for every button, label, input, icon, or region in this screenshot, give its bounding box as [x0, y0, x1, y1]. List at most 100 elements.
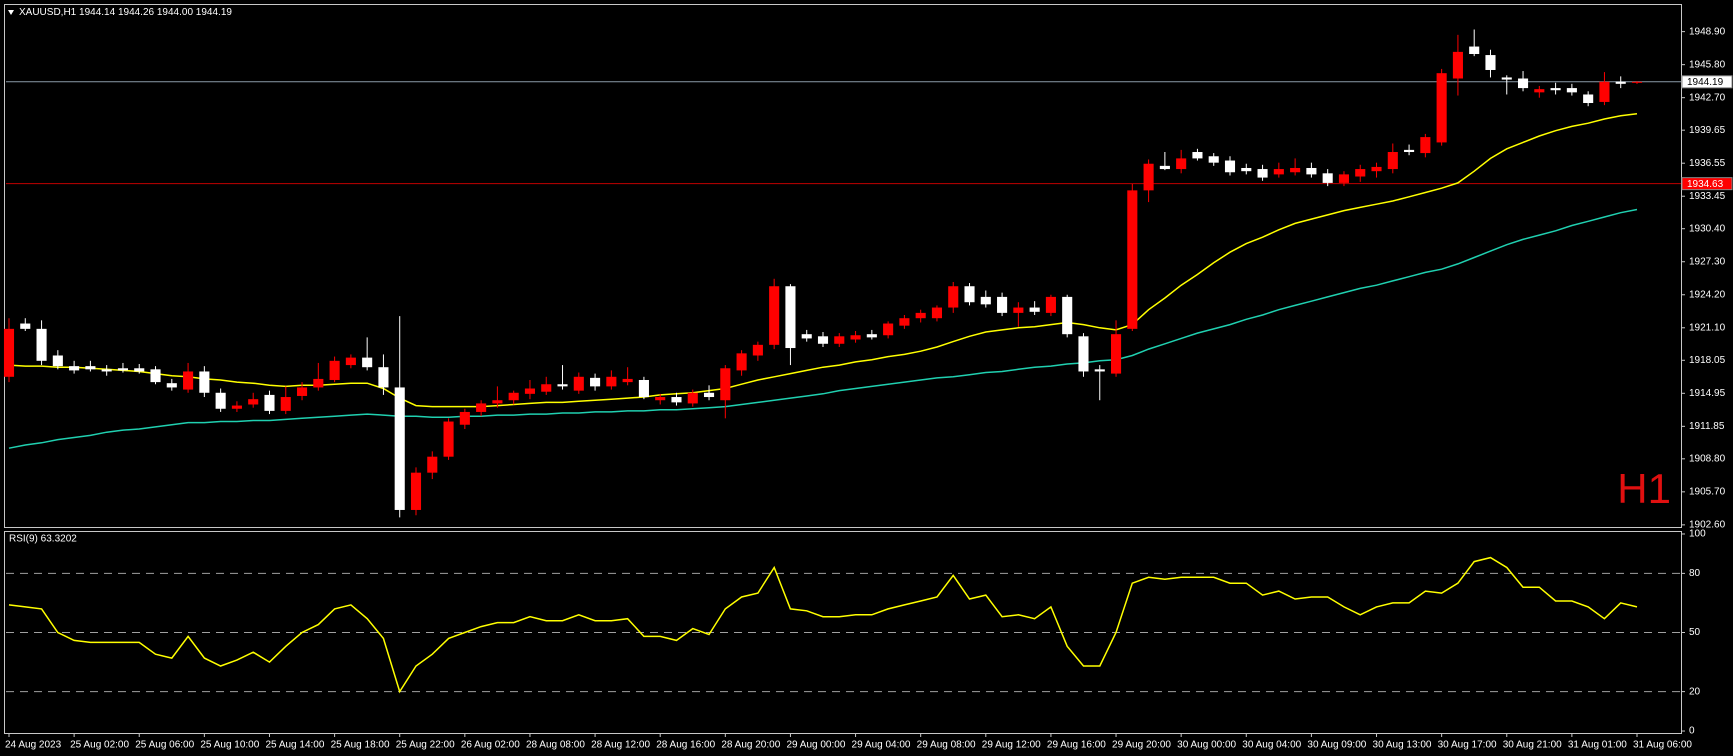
x-tick-label: 30 Aug 09:00: [1307, 740, 1366, 751]
candle-body: [1062, 296, 1073, 335]
y-tick-label: 1948.90: [1689, 26, 1726, 37]
candle-body: [296, 387, 308, 396]
moving-average: [8, 208, 1638, 449]
candle-body: [703, 392, 715, 398]
candle-body: [1224, 160, 1236, 173]
candle-body: [1176, 158, 1187, 170]
candle-body: [117, 368, 129, 371]
rsi-title: RSI(9) 63.3202: [9, 534, 77, 545]
menu-triangle[interactable]: [8, 10, 14, 15]
candle-body: [883, 323, 894, 336]
candle-body: [36, 328, 47, 361]
candle-body: [1485, 55, 1496, 70]
candle-body: [183, 371, 194, 390]
y-tick-label: 1905.70: [1689, 486, 1726, 497]
x-tick-label: 30 Aug 17:00: [1438, 740, 1497, 751]
candle-body: [1371, 166, 1382, 172]
candle-body: [769, 286, 780, 345]
candle-body: [508, 392, 519, 401]
candle-body: [573, 376, 584, 391]
candle-body: [248, 399, 259, 405]
price-panel-frame: [4, 4, 1682, 528]
y-tick-label: 1945.80: [1689, 59, 1726, 70]
candle-body: [492, 400, 503, 404]
candle-body: [1029, 307, 1040, 312]
x-tick-label: 29 Aug 20:00: [1112, 740, 1171, 751]
candle-body: [69, 366, 80, 371]
candle-body: [1273, 169, 1284, 175]
rsi-line: [8, 556, 1638, 694]
candle-body: [199, 371, 210, 393]
x-tick-label: 26 Aug 02:00: [461, 740, 520, 751]
candle-body: [1045, 296, 1056, 313]
candle-body: [362, 357, 373, 368]
price-label-box: [1681, 177, 1733, 191]
candle-body: [1290, 167, 1301, 173]
candle-body: [1404, 149, 1415, 153]
x-tick-label: 30 Aug 04:00: [1242, 740, 1301, 751]
candle-body: [980, 296, 991, 305]
y-tick-label: 1911.85: [1689, 421, 1725, 432]
candle-body: [964, 286, 975, 303]
x-tick-label: 29 Aug 08:00: [917, 740, 976, 751]
candle-body: [3, 328, 15, 377]
y-tick-label: 1933.45: [1689, 191, 1726, 202]
candle-body: [1078, 336, 1089, 372]
x-tick-label: 28 Aug 20:00: [721, 740, 780, 751]
x-tick-label: 28 Aug 08:00: [526, 740, 585, 751]
y-tick-label: 1918.05: [1689, 355, 1726, 366]
candle-body: [785, 286, 796, 349]
x-tick-label: 28 Aug 16:00: [656, 740, 715, 751]
candle-body: [590, 377, 601, 387]
candle-body: [1110, 334, 1122, 374]
candle-body: [1469, 46, 1480, 55]
candle-body: [1306, 167, 1317, 175]
x-tick-label: 31 Aug 01:00: [1568, 740, 1627, 751]
x-tick-label: 24 Aug 2023: [5, 740, 62, 751]
x-tick-label: 25 Aug 18:00: [331, 740, 390, 751]
candle-body: [1322, 173, 1333, 183]
candle-body: [1631, 81, 1643, 83]
candle-body: [834, 336, 845, 344]
candle-body: [313, 378, 324, 388]
candle-body: [1159, 165, 1170, 170]
price-label: 1934.63: [1687, 179, 1724, 190]
candle-body: [264, 394, 275, 411]
candle-body: [1501, 77, 1512, 80]
candle-body: [1615, 81, 1626, 84]
candle-body: [1013, 307, 1024, 313]
x-tick-label: 25 Aug 22:00: [396, 740, 455, 751]
candle-body: [231, 405, 242, 409]
price-label: 1944.19: [1687, 77, 1724, 88]
timeframe-watermark: H1: [1617, 465, 1671, 512]
candle-body: [1420, 137, 1431, 154]
chart-title: XAUUSD,H1 1944.14 1944.26 1944.00 1944.1…: [19, 7, 232, 18]
candle-body: [1208, 156, 1219, 163]
x-tick-label: 31 Aug 06:00: [1633, 740, 1692, 751]
candle-body: [1143, 163, 1154, 191]
x-tick-label: 28 Aug 12:00: [591, 740, 650, 751]
candle-body: [687, 392, 698, 404]
candle-body: [1436, 73, 1447, 143]
candle-body: [20, 323, 31, 329]
candle-body: [101, 369, 112, 372]
y-tick-label: 50: [1689, 627, 1701, 638]
x-tick-label: 30 Aug 00:00: [1177, 740, 1236, 751]
candle-body: [752, 344, 763, 356]
candle-body: [394, 387, 405, 510]
x-tick-label: 29 Aug 00:00: [786, 740, 845, 751]
y-tick-label: 1914.95: [1689, 388, 1726, 399]
candle-body: [52, 355, 63, 367]
y-tick-label: 1930.40: [1689, 223, 1726, 234]
candle-body: [638, 379, 649, 398]
y-tick-label: 1908.80: [1689, 453, 1726, 464]
y-tick-label: 0: [1689, 726, 1695, 737]
candle-body: [541, 384, 552, 392]
candle-body: [1241, 167, 1252, 172]
y-tick-label: 1902.60: [1689, 520, 1726, 531]
x-tick-label: 25 Aug 10:00: [200, 740, 259, 751]
y-tick-label: 1936.55: [1689, 158, 1726, 169]
candle-body: [1583, 94, 1594, 104]
